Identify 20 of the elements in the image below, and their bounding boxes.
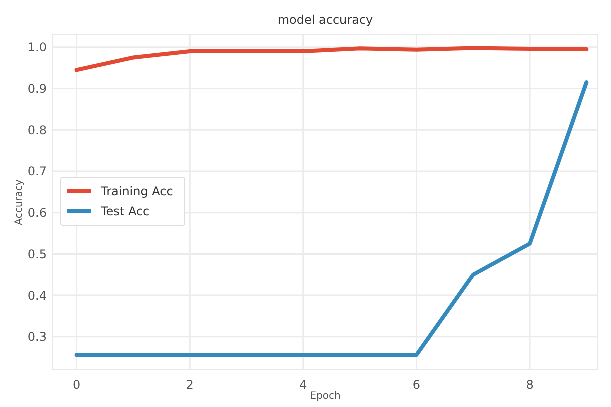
x-tick-label: 4 — [300, 378, 308, 392]
legend-label: Test Acc — [100, 204, 150, 219]
y-tick-label: 0.3 — [28, 330, 47, 344]
x-tick-label: 2 — [186, 378, 194, 392]
legend-label: Training Acc — [100, 184, 174, 199]
chart-title: model accuracy — [278, 13, 374, 27]
y-axis-title: Accuracy — [14, 180, 25, 226]
y-tick-label: 0.7 — [28, 164, 47, 179]
y-tick-label: 1.0 — [28, 40, 47, 55]
y-tick-label: 0.4 — [28, 288, 47, 303]
y-tick-label: 0.8 — [28, 123, 47, 138]
line-series — [74, 46, 589, 72]
x-axis-title: Epoch — [310, 391, 341, 402]
x-tick-label: 8 — [526, 378, 534, 392]
x-tick-label: 0 — [72, 378, 81, 392]
x-tick-label: 6 — [412, 378, 421, 392]
line-series — [74, 80, 589, 358]
y-tick-label: 0.6 — [28, 206, 47, 220]
y-tick-label: 0.5 — [28, 247, 47, 262]
y-tick-label: 0.9 — [28, 82, 47, 96]
